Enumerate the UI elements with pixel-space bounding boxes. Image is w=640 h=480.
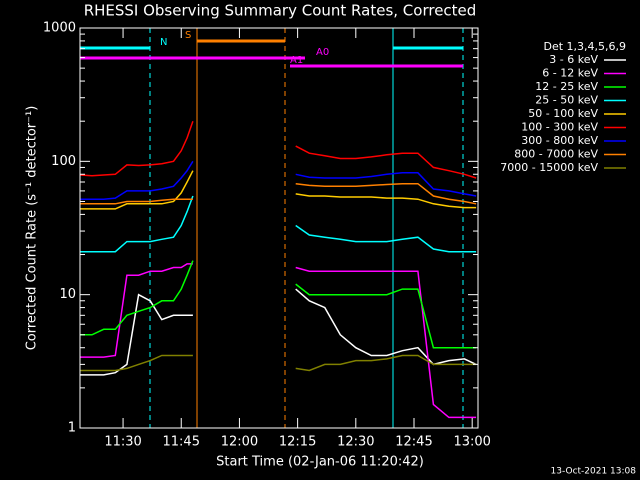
series-line [80,120,477,179]
x-tick-label: 12:15 [279,435,316,450]
series-line [80,260,477,349]
legend-label: 800 - 7000 keV [514,148,598,161]
x-tick-label: 12:45 [395,435,432,450]
series-line [80,170,477,210]
series-line [80,182,477,205]
x-tick-label: 13:00 [453,435,490,450]
legend-label: 3 - 6 keV [549,53,598,66]
series-line [80,288,477,376]
plot-frame [79,27,479,429]
y-tick-label: 1000 [43,21,76,36]
legend-label: 25 - 50 keV [535,94,598,107]
series-line [80,160,477,200]
chart-title: RHESSI Observing Summary Count Rates, Co… [84,2,477,20]
state-label: A1 [290,55,303,66]
y-tick-label: 1 [68,421,76,436]
state-label: N [160,37,167,48]
series-line [80,354,477,372]
state-label: S [185,30,191,41]
series-line [80,195,477,253]
series-line [80,263,477,419]
footer: 13-Oct-2021 13:08 [551,467,637,477]
x-tick-label: 11:45 [163,435,200,450]
legend-label: 12 - 25 keV [535,80,598,93]
x-tick-label: 12:30 [337,435,374,450]
y-tick-label: 100 [51,154,76,169]
x-axis-label: Start Time (02-Jan-06 11:20:42) [216,455,424,470]
legend-label: 7000 - 15000 keV [500,161,598,174]
y-tick-label: 10 [59,287,76,302]
legend-title: Det 1,3,4,5,6,9 [543,40,626,53]
x-tick-label: 12:00 [221,435,258,450]
legend-label: 300 - 800 keV [521,134,598,147]
legend-label: 50 - 100 keV [528,107,598,120]
legend-label: 100 - 300 keV [521,121,598,134]
legend-label: 6 - 12 keV [542,67,598,80]
x-tick-label: 11:30 [104,435,141,450]
y-axis-label: Corrected Count Rate (s⁻¹ detector⁻¹) [25,106,40,351]
state-label: A0 [316,47,329,58]
